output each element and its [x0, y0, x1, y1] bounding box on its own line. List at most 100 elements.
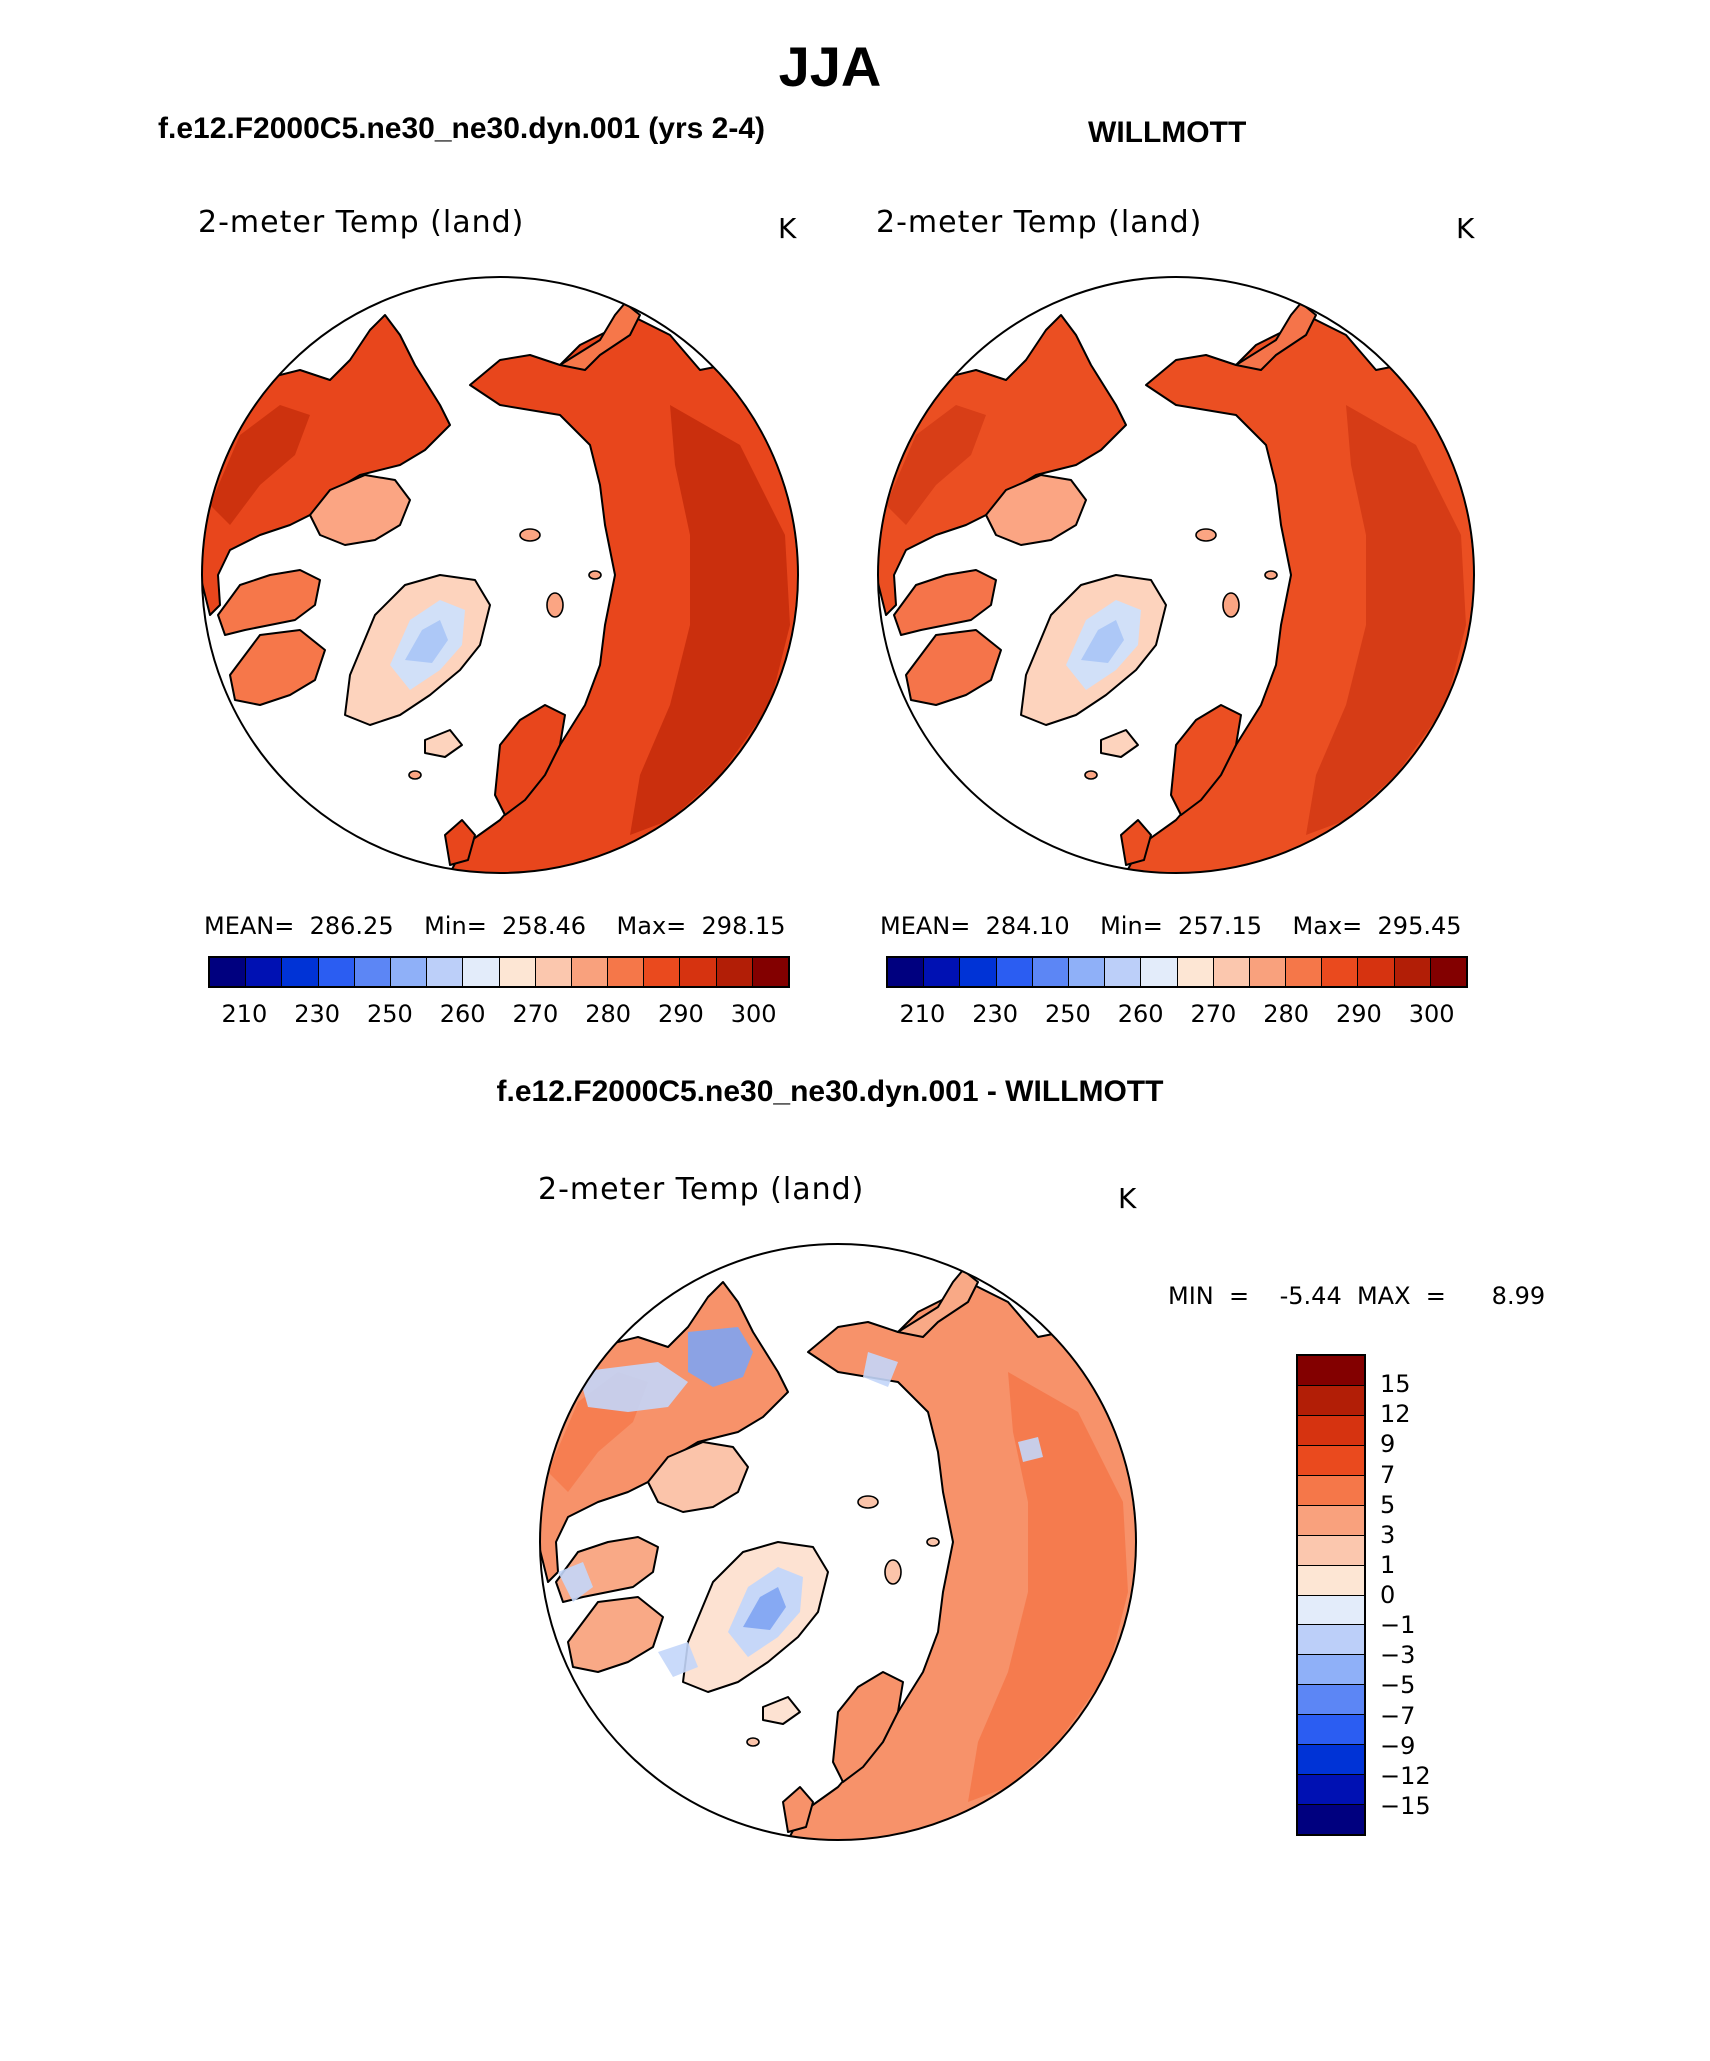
colorbar-tick-label: −5 — [1380, 1671, 1416, 1700]
colorbar-tick-label: 290 — [657, 1000, 704, 1028]
model-colorbar — [208, 956, 790, 988]
landmass-scandinavia — [1170, 704, 1242, 816]
colorbar-tick-label: −9 — [1380, 1731, 1416, 1760]
landmass-scandinavia — [494, 704, 566, 816]
colorbar-tick-label: 210 — [221, 1000, 268, 1028]
landmass-iceland — [762, 1696, 801, 1725]
landmass-britain — [444, 819, 476, 866]
arctic-island — [1195, 528, 1217, 542]
landmass-asiaChukotka — [897, 1269, 979, 1338]
arctic-island — [588, 570, 602, 580]
colorbar-tick-label: −15 — [1380, 1791, 1431, 1820]
colorbar-box — [427, 958, 464, 986]
colorbar-tick-label: 270 — [1190, 1000, 1237, 1028]
colorbar-tick-label: 230 — [294, 1000, 341, 1028]
colorbar-tick-label: −12 — [1380, 1761, 1431, 1790]
landmass-iceland — [424, 729, 463, 758]
colorbar-box — [1358, 958, 1395, 986]
colorbar-box — [1298, 1356, 1364, 1386]
colorbar-box — [752, 958, 788, 986]
colorbar-tick-label: 300 — [730, 1000, 777, 1028]
diff-stats: MIN = -5.44 MAX = 8.99 — [1168, 1282, 1546, 1310]
arctic-island — [1084, 770, 1098, 780]
colorbar-box — [1298, 1805, 1364, 1834]
landmass-hudsonRing — [217, 569, 321, 636]
model-colorbar-ticks: 210 230 250 260 270 280 290 300 — [208, 1000, 790, 1030]
colorbar-tick-label: 0 — [1380, 1581, 1396, 1609]
colorbar-tick-label: 250 — [366, 1000, 413, 1028]
colorbar-box — [1298, 1625, 1364, 1656]
siberia-warm-region — [968, 1372, 1128, 1802]
landmass-asiaChukotka — [559, 302, 641, 371]
colorbar-box — [1298, 1535, 1364, 1566]
colorbar-box — [210, 958, 247, 986]
obs-stats: MEAN= 284.10 Min= 257.15 Max= 295.45 — [880, 912, 1462, 940]
colorbar-box — [888, 958, 925, 986]
cooling-anomaly-region — [558, 1562, 593, 1602]
cooling-anomaly-region — [688, 1327, 753, 1387]
diff-colorbar — [1296, 1354, 1366, 1836]
colorbar-box — [1298, 1745, 1364, 1776]
colorbar-tick-label: 1 — [1380, 1550, 1396, 1579]
arctic-island — [408, 770, 422, 780]
colorbar-tick-label: 15 — [1380, 1370, 1411, 1399]
landmass-scandinavia — [832, 1671, 904, 1783]
greenland-ice-core — [1081, 620, 1124, 663]
model-panel-units: K — [778, 212, 797, 245]
colorbar-box — [1177, 958, 1214, 986]
colorbar-box — [716, 958, 753, 986]
colorbar-box — [1105, 958, 1142, 986]
diff-panel-units: K — [1118, 1182, 1137, 1215]
colorbar-tick-label: 12 — [1380, 1400, 1411, 1429]
colorbar-box — [1430, 958, 1466, 986]
arctic-island — [926, 1537, 940, 1547]
colorbar-box — [1298, 1655, 1364, 1686]
diff-colorbar-ticks: 15 12 9 7 5 3 1 0 −1 −3 −5 −7 −9 −12 −15 — [1380, 1354, 1460, 1836]
cooling-anomaly-region — [863, 1352, 898, 1387]
colorbar-box — [354, 958, 391, 986]
colorbar-box — [282, 958, 319, 986]
obs-colorbar-ticks: 210 230 250 260 270 280 290 300 — [886, 1000, 1468, 1030]
colorbar-tick-label: −7 — [1380, 1701, 1416, 1730]
map-boundary-circle — [539, 1243, 1137, 1841]
colorbar-tick-label: 260 — [439, 1000, 486, 1028]
colorbar-box — [463, 958, 500, 986]
colorbar-tick-label: 210 — [899, 1000, 946, 1028]
cooling-anomaly-region — [658, 1642, 698, 1677]
landmass-archipelago — [309, 474, 411, 546]
landmass-labrador — [905, 629, 1002, 706]
colorbar-box — [1298, 1385, 1364, 1416]
colorbar-box — [571, 958, 609, 986]
landmass-asiaChukotka — [1235, 302, 1317, 371]
arctic-island — [746, 1737, 760, 1747]
siberia-warm-region — [630, 405, 790, 835]
arctic-island — [1222, 592, 1240, 618]
obs-polar-map — [877, 276, 1475, 874]
colorbar-box — [996, 958, 1033, 986]
map-boundary-circle — [201, 276, 799, 874]
colorbar-tick-label: 300 — [1408, 1000, 1455, 1028]
colorbar-box — [535, 958, 572, 986]
colorbar-box — [960, 958, 997, 986]
figure-title: JJA — [778, 35, 882, 98]
landmass-hudsonRing — [893, 569, 997, 636]
arctic-island — [857, 1495, 879, 1509]
arctic-island — [519, 528, 541, 542]
colorbar-box — [1141, 958, 1178, 986]
colorbar-box — [924, 958, 961, 986]
cooling-anomaly-region — [1018, 1437, 1043, 1462]
land-layer — [202, 302, 798, 873]
landmass-archipelago — [985, 474, 1087, 546]
colorbar-tick-label: 5 — [1380, 1490, 1396, 1519]
landmass-britain — [1120, 819, 1152, 866]
colorbar-tick-label: 250 — [1044, 1000, 1091, 1028]
colorbar-box — [1298, 1715, 1364, 1746]
colorbar-tick-label: 3 — [1380, 1520, 1396, 1549]
colorbar-tick-label: 230 — [972, 1000, 1019, 1028]
siberia-warm-region — [1306, 405, 1466, 835]
alaska-warm-region — [210, 405, 310, 525]
model-stats: MEAN= 286.25 Min= 258.46 Max= 298.15 — [204, 912, 786, 940]
colorbar-box — [1298, 1595, 1364, 1626]
landmass-labrador — [567, 1596, 664, 1673]
obs-panel-units: K — [1456, 212, 1475, 245]
